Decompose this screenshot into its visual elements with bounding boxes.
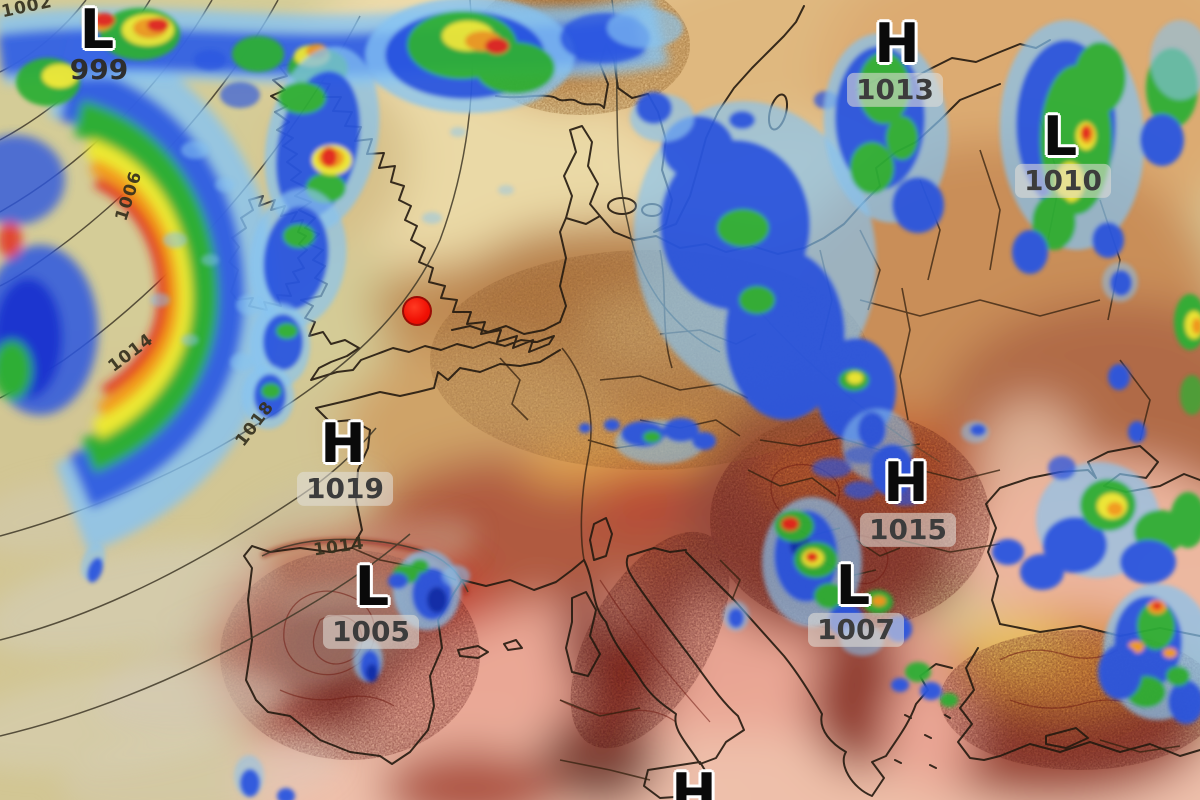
pressure-value-low-iberia: 1005 [323, 614, 419, 650]
pressure-letter-low-east: L [1042, 105, 1078, 168]
pressure-letter-high-balkans: H [883, 451, 929, 514]
pressure-letter-low-balkans: L [835, 554, 871, 617]
radar-cells [16, 0, 1200, 800]
pressure-letter-high-north: H [874, 12, 920, 75]
pressure-value-high-north: 1013 [847, 72, 943, 108]
pressure-letter-high-south: H [671, 762, 717, 800]
pressure-value-high-balkans: 1015 [860, 512, 956, 548]
location-marker-dot[interactable] [402, 296, 432, 326]
pressure-letter-low-iberia: L [354, 555, 390, 618]
pressure-letter-low-atlantic: L [79, 0, 115, 61]
pressure-letter-high-west: H [320, 412, 366, 475]
pressure-value-high-west: 1019 [297, 471, 393, 507]
pressure-value-low-balkans: 1007 [808, 612, 904, 648]
pressure-value-low-east: 1010 [1015, 163, 1111, 199]
pressure-value-low-atlantic: 999 [69, 52, 129, 86]
